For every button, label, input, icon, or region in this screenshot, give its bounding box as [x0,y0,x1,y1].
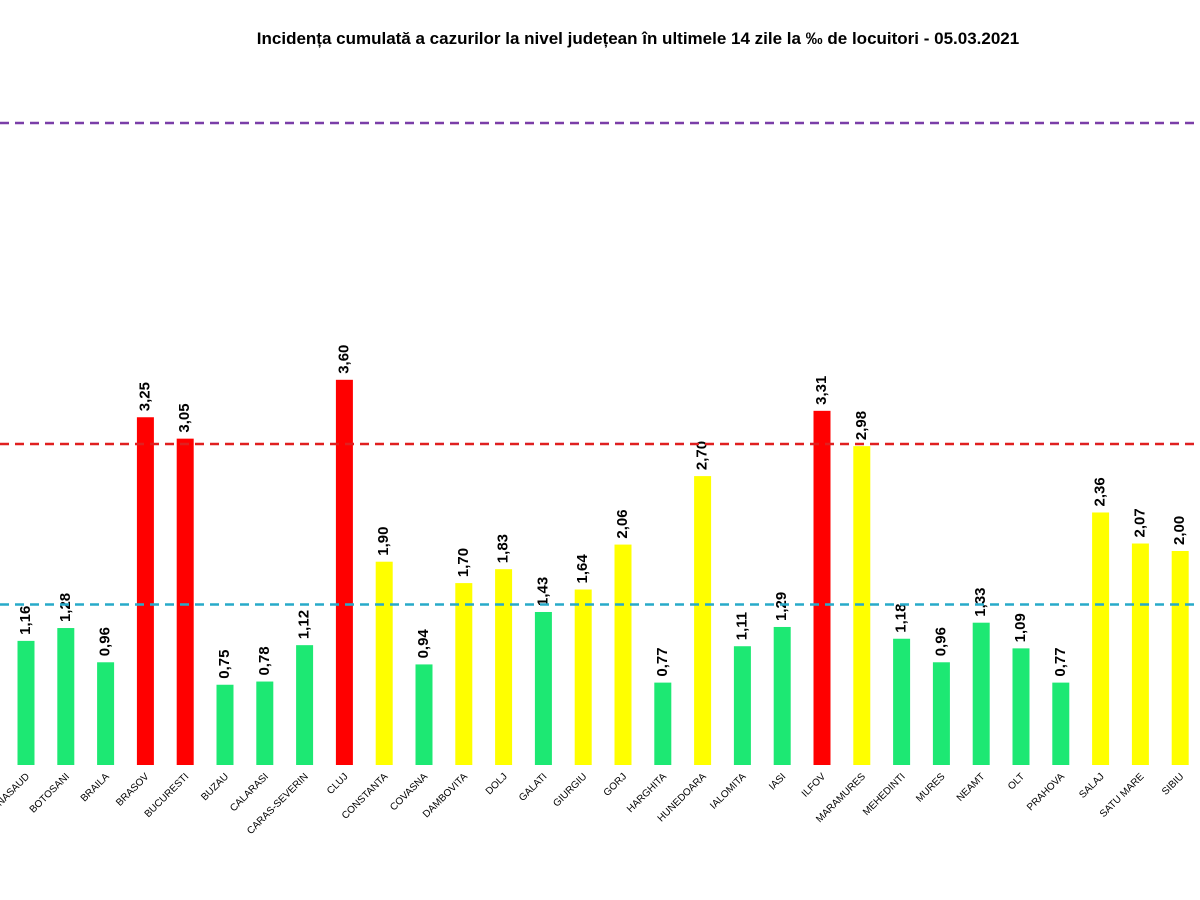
x-tick-label: IALOMITA [708,771,748,811]
bar [17,640,35,765]
x-tick-label: COVASNA [388,771,430,813]
value-label: 1,09 [1012,613,1029,642]
bar [136,417,154,765]
bar [614,544,632,765]
value-label: 0,75 [216,650,233,679]
value-label: 1,43 [534,577,551,606]
bar [57,628,75,765]
bar [1131,543,1149,765]
x-tick-label: PRAHOVA [1025,771,1067,813]
value-label: 3,05 [176,403,193,432]
bar [455,583,473,765]
bar [773,626,791,765]
value-label: 3,60 [335,345,352,374]
value-label: 0,94 [415,629,432,659]
value-label: 1,70 [455,548,472,577]
x-tick-label: IASI [767,771,788,792]
value-label: 2,36 [1092,477,1109,506]
x-tick-label: GORJ [602,771,629,798]
bar [335,379,353,765]
bar [256,681,274,765]
value-label: 1,28 [57,593,74,622]
x-tick-label: SIBIU [1160,771,1186,797]
bar [1052,682,1070,765]
x-tick-label: BUZAU [199,771,231,803]
x-tick-label: DOLJ [484,771,510,797]
bar [694,476,712,765]
bar [296,645,314,765]
value-label: 1,16 [17,606,34,635]
bar [534,611,552,765]
x-tick-label: BRASOV [114,771,151,808]
value-label: 1,90 [375,526,392,555]
bar [654,682,672,765]
bar [932,662,950,765]
value-label: 0,77 [1052,647,1069,676]
x-tick-label: BRAILA [79,771,112,804]
bar [415,664,433,765]
x-tick-label: SALAJ [1077,771,1106,800]
x-tick-label: CLUJ [325,771,350,796]
value-label: 0,96 [97,627,114,656]
x-tick-label: BOTOSANI [28,771,72,815]
x-tick-label: GIURGIU [551,771,589,809]
bar [1092,512,1110,765]
x-tick-label: NEAMT [955,771,988,804]
value-label: 0,78 [256,646,273,675]
value-label: 3,31 [813,376,830,405]
value-label: 2,98 [853,411,870,440]
x-tick-label: OLT [1006,771,1027,792]
value-label: 1,29 [773,592,790,621]
bar [176,438,194,765]
value-label: 1,18 [893,604,910,633]
bar [495,569,513,765]
x-tick-label: GALATI [517,771,549,803]
bar [972,622,990,765]
bar [813,410,831,765]
bar [574,589,592,765]
value-label: 2,70 [694,441,711,470]
value-label: 3,25 [136,382,153,411]
x-tick-label: MEHEDINTI [861,771,908,818]
value-label: 1,12 [296,610,313,639]
value-label: 1,33 [972,587,989,616]
chart-title: Incidența cumulată a cazurilor la nivel … [257,29,1019,48]
value-label: 1,11 [733,612,750,640]
value-label: 2,07 [1131,508,1148,537]
bar [97,662,115,765]
value-label: 2,06 [614,509,631,538]
bar [216,684,234,765]
value-label: 1,64 [574,554,591,584]
x-tick-label: CALARASI [228,771,271,814]
value-label: 1,83 [495,534,512,563]
value-label: 0,96 [932,627,949,656]
x-tick-label: ILFOV [800,771,828,799]
value-label: 0,77 [654,647,671,676]
bar [893,638,911,765]
x-tick-label: MURES [914,771,948,805]
bar [1171,551,1189,765]
value-label: 2,00 [1171,516,1188,545]
bar [733,646,751,765]
bar [1012,648,1030,765]
bar [375,561,393,765]
